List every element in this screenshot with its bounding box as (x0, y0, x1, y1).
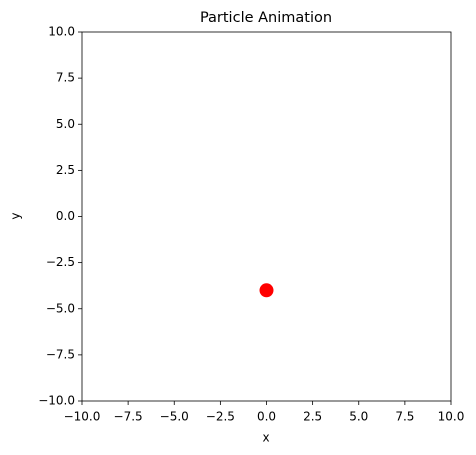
y-tick-label: −5.0 (46, 301, 75, 315)
y-tick-label: −7.5 (46, 347, 75, 361)
y-tick-label: −2.5 (46, 255, 75, 269)
y-tick-label: 2.5 (56, 163, 75, 177)
plot-frame (81, 31, 452, 402)
x-axis-label: x (262, 431, 269, 445)
x-tick-label: 10.0 (438, 410, 465, 424)
chart-title: Particle Animation (200, 10, 332, 26)
y-tick-label: 5.0 (56, 117, 75, 131)
y-tick-label: 10.0 (48, 25, 75, 39)
x-tick-label: 0.0 (257, 410, 276, 424)
x-tick-label: 5.0 (349, 410, 368, 424)
x-tick-label: 2.5 (303, 410, 322, 424)
y-tick-label: 7.5 (56, 71, 75, 85)
y-tick-label: 0.0 (56, 209, 75, 223)
x-tick-label: −7.5 (114, 410, 143, 424)
particle (259, 283, 274, 298)
x-tick-label: −5.0 (160, 410, 189, 424)
x-tick-label: −10.0 (64, 410, 101, 424)
x-tick-label: −2.5 (206, 410, 235, 424)
y-axis-label: y (9, 212, 23, 219)
x-tick-label: 7.5 (395, 410, 414, 424)
y-tick-label: −10.0 (38, 394, 75, 408)
